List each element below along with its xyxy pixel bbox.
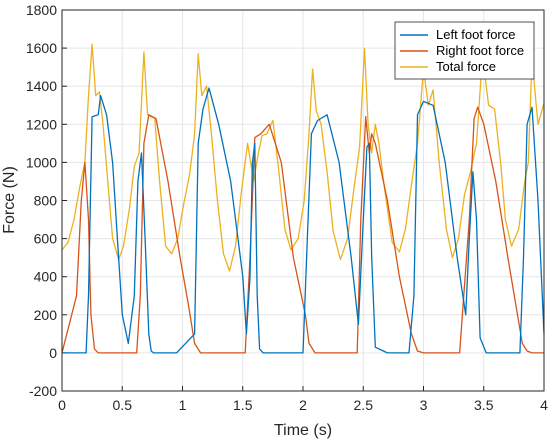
y-tick-label: 800 xyxy=(34,193,58,209)
total-force-line xyxy=(61,43,545,272)
x-axis-label: Time (s) xyxy=(274,422,332,439)
right-foot-force-line xyxy=(61,106,544,354)
y-tick-label: 0 xyxy=(49,345,57,361)
y-tick-label: 1800 xyxy=(26,2,57,18)
y-tick-label: 1400 xyxy=(26,78,57,94)
y-tick-label: 400 xyxy=(34,269,58,285)
y-tick-label: 1000 xyxy=(26,154,57,170)
plot-frame xyxy=(61,9,545,392)
legend-label-left: Left foot force xyxy=(436,27,516,42)
y-tick-label: 1200 xyxy=(26,116,57,132)
x-tick-label: 1 xyxy=(179,397,187,413)
x-tick-label: 3.5 xyxy=(474,397,494,413)
x-tick-label: 2.5 xyxy=(354,397,374,413)
legend-label-right: Right foot force xyxy=(436,43,524,58)
x-tick-labels: 0 0.5 1 1.5 2 2.5 3 3.5 4 xyxy=(58,397,548,413)
x-tick-label: 2 xyxy=(299,397,307,413)
y-tick-label: 1600 xyxy=(26,40,57,56)
x-tick-label: 3 xyxy=(420,397,428,413)
y-tick-label: 200 xyxy=(34,307,58,323)
y-tick-label: 600 xyxy=(34,231,58,247)
y-tick-labels: -200 0 200 400 600 800 1000 1200 1400 1600 1800 xyxy=(26,2,57,399)
left-foot-force-line xyxy=(62,87,545,354)
x-tick-label: 4 xyxy=(540,397,548,413)
x-tick-label: 0.5 xyxy=(113,397,133,413)
y-tick-label: -200 xyxy=(29,383,57,399)
y-axis-label: Force (N) xyxy=(1,166,18,234)
legend-label-total: Total force xyxy=(436,59,496,74)
legend: Left foot force Right foot force Total f… xyxy=(394,21,535,80)
x-tick-label: 1.5 xyxy=(233,397,253,413)
x-tick-label: 0 xyxy=(58,397,66,413)
series-lines xyxy=(61,43,545,354)
